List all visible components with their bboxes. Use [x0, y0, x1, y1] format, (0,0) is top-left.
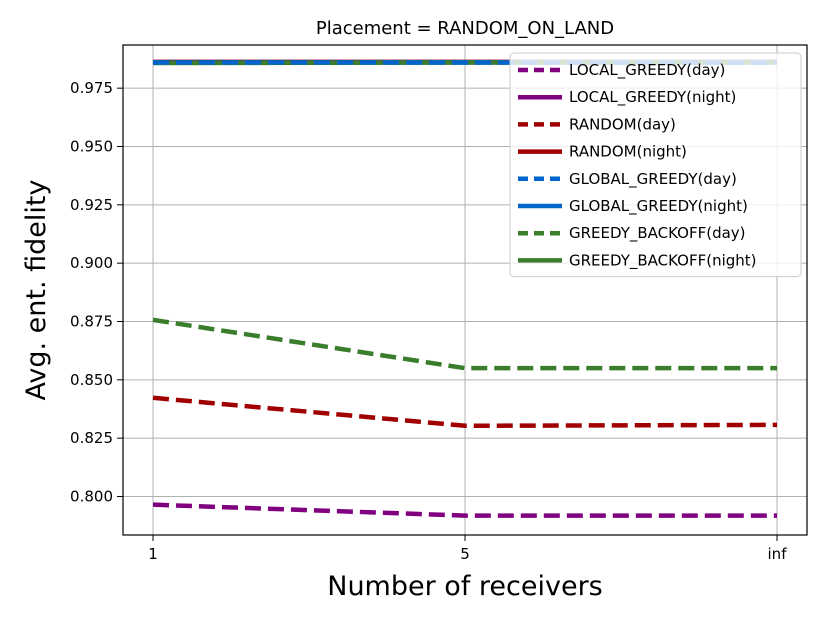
x-axis-label: Number of receivers: [327, 571, 602, 602]
y-tick-label: 0.850: [70, 371, 113, 389]
series-line-random-day: [152, 395, 778, 429]
y-tick-label: 0.900: [70, 254, 113, 272]
series-line-local-greedy-day: [152, 502, 777, 518]
legend-entry-label: GREEDY_BACKOFF(day): [569, 224, 746, 243]
y-tick-label: 0.825: [70, 429, 113, 447]
x-tick-label: 5: [460, 545, 470, 563]
legend-entry-label: RANDOM(night): [569, 143, 687, 161]
legend: LOCAL_GREEDY(day) LOCAL_GREEDY(night) RAND…: [509, 52, 802, 278]
legend-entry-label: GLOBAL_GREEDY(night): [569, 197, 748, 216]
y-tick-label: 0.800: [70, 488, 113, 506]
y-tick-label: 0.875: [70, 313, 113, 331]
y-tick-label: 0.950: [70, 138, 113, 156]
legend-entry-label: GLOBAL_GREEDY(day): [569, 170, 737, 189]
y-tick-label: 0.975: [70, 79, 113, 97]
y-tick-label: 0.925: [70, 196, 113, 214]
x-tick-label: inf: [768, 545, 788, 563]
series-line-greedy-backoff-day: [152, 317, 777, 371]
y-axis-label: Avg. ent. fidelity: [21, 180, 52, 401]
legend-entry-label: RANDOM(day): [569, 115, 676, 133]
legend-box: [509, 52, 802, 278]
chart-title: Placement = RANDOM_ON_LAND: [316, 18, 614, 39]
legend-entry-label: LOCAL_GREEDY(night): [569, 88, 736, 107]
legend-entry-label: LOCAL_GREEDY(day): [569, 61, 725, 80]
x-tick-label: 1: [148, 545, 158, 563]
legend-entry-label: GREEDY_BACKOFF(night): [569, 251, 757, 270]
axis-ticks: 1 5 inf 0.800 0.825 0.850 0.875 0.900 0.925 0.950…: [70, 79, 787, 563]
